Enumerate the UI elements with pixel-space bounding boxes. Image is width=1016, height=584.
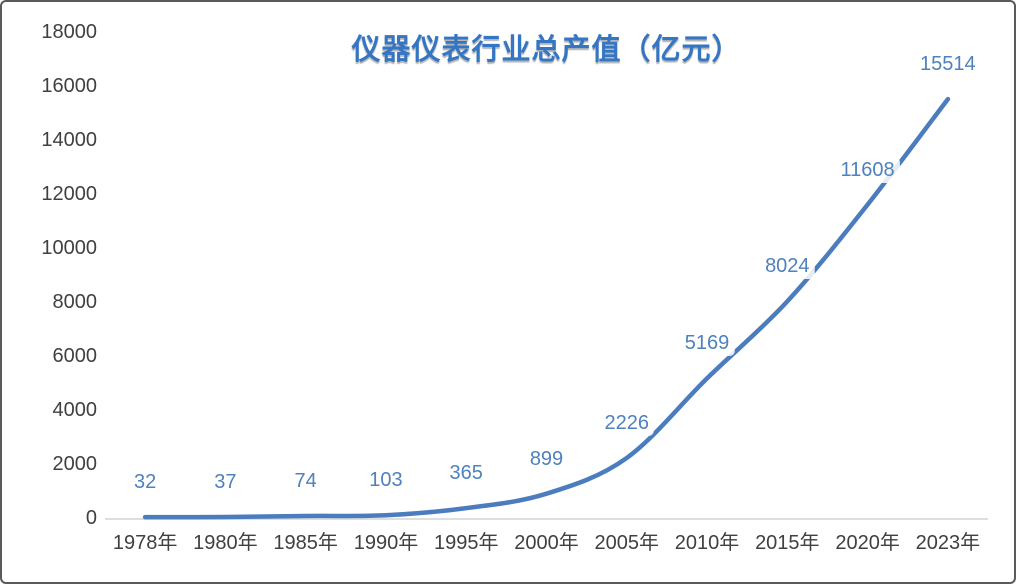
x-axis-tick-label: 1978年 <box>112 532 178 554</box>
x-axis-tick-label: 1990年 <box>353 532 419 554</box>
y-axis-tick-label: 14000 <box>41 129 97 151</box>
x-axis-tick-label: 1985年 <box>273 532 338 554</box>
data-label: 15514 <box>915 51 981 78</box>
data-label: 2226 <box>599 409 655 436</box>
series-line <box>142 96 951 520</box>
y-axis-tick-label: 12000 <box>41 183 97 205</box>
data-label: 37 <box>209 469 242 495</box>
y-axis-tick-label: 6000 <box>52 345 98 367</box>
x-axis-tick-label: 1995年 <box>433 532 499 554</box>
data-label: 74 <box>289 468 322 494</box>
x-axis-tick-label: 2005年 <box>594 532 660 554</box>
x-axis-tick-label: 1980年 <box>193 532 258 554</box>
data-label: 11608 <box>835 156 900 183</box>
y-axis-tick-label: 0 <box>85 507 97 529</box>
x-axis-tick-label: 2020年 <box>835 532 900 554</box>
y-axis-tick-label: 10000 <box>41 237 97 259</box>
data-label: 32 <box>129 469 162 496</box>
chart-title: 仪器仪表行业总产值（亿元） <box>351 34 742 66</box>
y-axis-tick-label: 2000 <box>52 453 98 475</box>
x-axis-tick-label: 2000年 <box>514 532 579 554</box>
data-label: 365 <box>444 460 488 487</box>
y-axis-tick-label: 18000 <box>41 21 97 43</box>
data-label: 5169 <box>679 330 735 357</box>
y-axis-tick-label: 16000 <box>41 75 97 97</box>
x-axis-tick-label: 2015年 <box>755 532 820 554</box>
y-axis-tick-label: 4000 <box>52 399 98 421</box>
data-label: 103 <box>364 467 408 494</box>
data-label: 899 <box>524 445 569 472</box>
x-axis-tick-label: 2023年 <box>915 532 981 554</box>
x-axis-tick-label: 2010年 <box>674 532 740 554</box>
data-label: 8024 <box>760 253 815 280</box>
y-axis-tick-label: 8000 <box>52 291 98 313</box>
